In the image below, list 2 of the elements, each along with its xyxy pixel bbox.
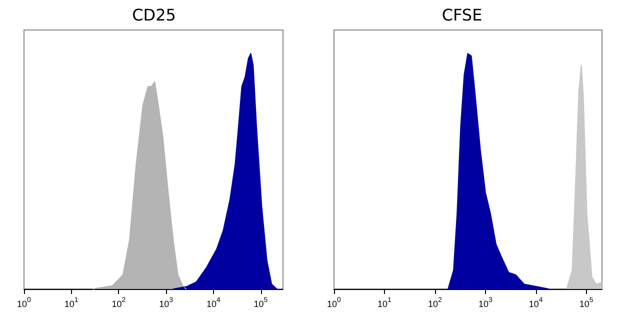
chart-title: CD25 xyxy=(132,6,176,24)
chart-title: CFSE xyxy=(442,6,482,24)
